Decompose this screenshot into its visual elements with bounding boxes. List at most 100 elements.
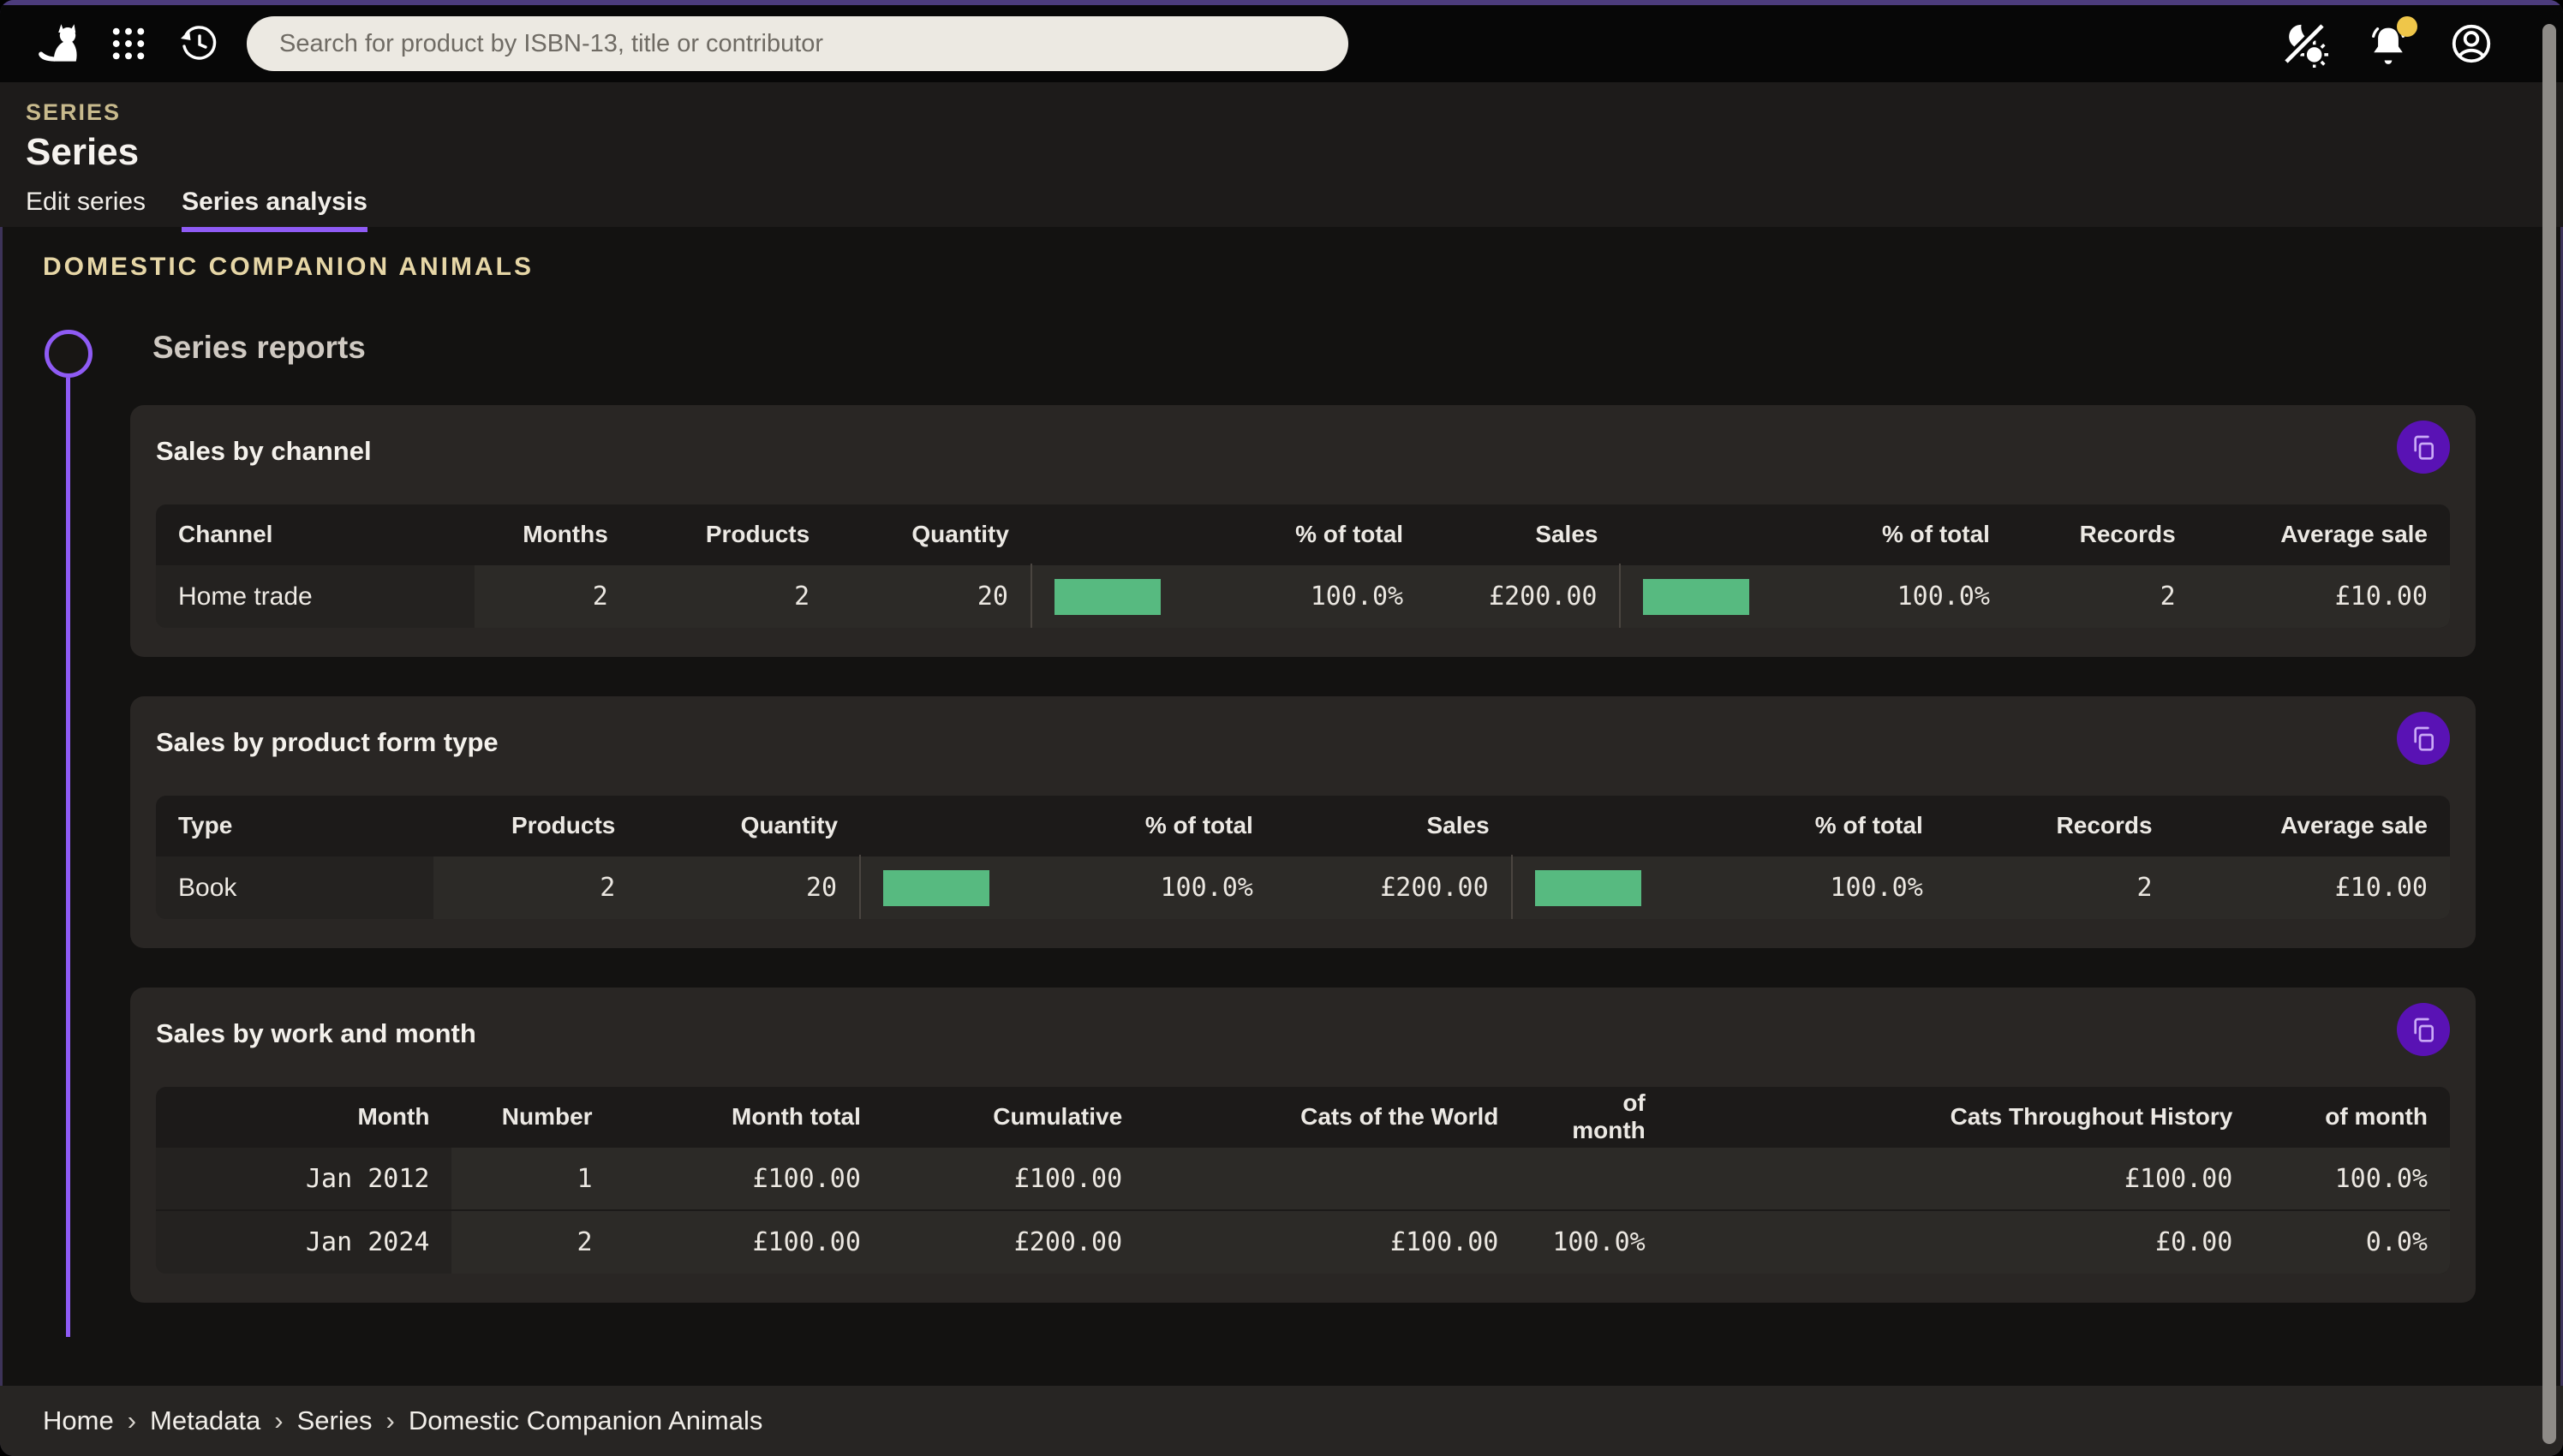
percent-bar <box>883 870 989 906</box>
card-title: Sales by channel <box>156 436 2450 467</box>
row-header-cell: Home trade <box>156 564 475 628</box>
percent-bar <box>1535 870 1641 906</box>
column-header: Cats Throughout History <box>1668 1087 2255 1147</box>
column-header: Sales <box>1276 796 1512 856</box>
account-icon <box>2448 21 2494 67</box>
breadcrumb-item[interactable]: Series <box>297 1405 373 1436</box>
table-cell: 2 <box>2012 564 2198 628</box>
column-header: Quantity <box>832 504 1031 564</box>
card-title: Sales by work and month <box>156 1018 2450 1049</box>
copy-report-button[interactable] <box>2397 1003 2450 1056</box>
search-input[interactable] <box>278 29 1317 59</box>
copy-icon <box>2410 433 2437 461</box>
percent-bar <box>1643 579 1749 615</box>
timeline-line <box>66 378 70 1337</box>
column-header: Average sale <box>2175 796 2450 856</box>
breadcrumb-separator: › <box>274 1405 283 1436</box>
window-top-accent <box>0 0 2563 5</box>
report-cards: Sales by channel ChannelMonthsProductsQu… <box>130 405 2476 1303</box>
table-cell: 2 <box>1945 856 2175 919</box>
column-header: Products <box>630 504 832 564</box>
account-button[interactable] <box>2448 21 2494 67</box>
breadcrumb-item[interactable]: Metadata <box>150 1405 260 1436</box>
table-cell: 100.0% <box>860 856 1276 919</box>
table-cell <box>1144 1147 1520 1210</box>
series-name-heading: DOMESTIC COMPANION ANIMALS <box>43 253 2563 282</box>
report-table: ChannelMonthsProductsQuantity% of totalS… <box>156 504 2450 628</box>
column-header: Month <box>156 1087 451 1147</box>
column-header: Records <box>1945 796 2175 856</box>
breadcrumb-separator: › <box>128 1405 136 1436</box>
table-cell: 100.0% <box>1520 1210 1667 1274</box>
column-header: Month total <box>615 1087 883 1147</box>
column-header: % of total <box>1031 504 1425 564</box>
table-cell: 100.0% <box>2255 1147 2450 1210</box>
percent-value: 100.0% <box>1171 582 1403 612</box>
card-sales-by-product-form-type: Sales by product form type TypeProductsQ… <box>130 696 2476 948</box>
table-cell: £100.00 <box>1668 1147 2255 1210</box>
table-header-row: TypeProductsQuantity% of totalSales% of … <box>156 796 2450 856</box>
table-cell: 100.0% <box>1620 564 2011 628</box>
table-cell: £10.00 <box>2175 856 2450 919</box>
tab-bar: Edit series Series analysis <box>26 188 2537 232</box>
copy-report-button[interactable] <box>2397 712 2450 765</box>
table-row: Jan 20121£100.00£100.00£100.00100.0% <box>156 1147 2450 1210</box>
card-sales-by-channel: Sales by channel ChannelMonthsProductsQu… <box>130 405 2476 657</box>
table-cell: £10.00 <box>2198 564 2450 628</box>
scrollbar-thumb[interactable] <box>2542 24 2556 1444</box>
report-table: MonthNumberMonth totalCumulativeCats of … <box>156 1087 2450 1274</box>
breadcrumb-separator: › <box>386 1405 395 1436</box>
history-icon <box>178 23 219 64</box>
page-eyebrow: SERIES <box>26 99 2537 126</box>
theme-moon-sun-icon <box>2280 20 2328 68</box>
column-header: Cats of the World <box>1144 1087 1520 1147</box>
percent-bar <box>1054 579 1161 615</box>
table-cell: 20 <box>637 856 860 919</box>
table-cell: £100.00 <box>883 1147 1144 1210</box>
table-cell: 2 <box>475 564 630 628</box>
column-header: Records <box>2012 504 2198 564</box>
copy-report-button[interactable] <box>2397 421 2450 474</box>
breadcrumb-item[interactable]: Home <box>43 1405 114 1436</box>
column-header: % of total <box>860 796 1276 856</box>
column-header: of month <box>1520 1087 1667 1147</box>
table-cell: £100.00 <box>1144 1210 1520 1274</box>
card-sales-by-work-and-month: Sales by work and month MonthNumberMonth… <box>130 988 2476 1303</box>
table-cell: 100.0% <box>1512 856 1945 919</box>
column-header: % of total <box>1620 504 2011 564</box>
column-header: Products <box>433 796 637 856</box>
table-row: Home trade2220100.0%£200.00100.0%2£10.00 <box>156 564 2450 628</box>
percent-value: 100.0% <box>1759 582 1989 612</box>
table-row: Book220100.0%£200.00100.0%2£10.00 <box>156 856 2450 919</box>
history-button[interactable] <box>178 23 219 64</box>
cat-logo-icon <box>34 21 79 66</box>
apps-grid-menu[interactable] <box>110 25 147 63</box>
column-header: Sales <box>1425 504 1620 564</box>
tab-series-analysis[interactable]: Series analysis <box>182 188 367 232</box>
table-cell: £100.00 <box>615 1147 883 1210</box>
cat-logo[interactable] <box>34 21 79 66</box>
table-cell <box>1520 1147 1667 1210</box>
notifications-button[interactable] <box>2366 21 2411 66</box>
column-header: Average sale <box>2198 504 2450 564</box>
table-cell: £200.00 <box>1276 856 1512 919</box>
percent-value: 100.0% <box>1000 873 1253 903</box>
app-window: SERIES Series Edit series Series analysi… <box>0 0 2563 1456</box>
table-cell: £200.00 <box>883 1210 1144 1274</box>
table-row: Jan 20242£100.00£200.00£100.00100.0%£0.0… <box>156 1210 2450 1274</box>
main-content: DOMESTIC COMPANION ANIMALS Series report… <box>0 227 2563 1386</box>
column-header: Quantity <box>637 796 860 856</box>
table-cell: £0.00 <box>1668 1210 2255 1274</box>
theme-toggle-button[interactable] <box>2280 20 2328 68</box>
column-header: of month <box>2255 1087 2450 1147</box>
table-cell: £100.00 <box>615 1210 883 1274</box>
row-header-cell: Jan 2012 <box>156 1147 451 1210</box>
top-bar <box>0 5 2563 82</box>
percent-value: 100.0% <box>1652 873 1923 903</box>
table-cell: 0.0% <box>2255 1210 2450 1274</box>
copy-icon <box>2410 725 2437 752</box>
section-title: Series reports <box>152 330 2563 366</box>
page-header: SERIES Series Edit series Series analysi… <box>0 82 2563 227</box>
tab-edit-series[interactable]: Edit series <box>26 188 146 232</box>
table-cell: 2 <box>451 1210 614 1274</box>
